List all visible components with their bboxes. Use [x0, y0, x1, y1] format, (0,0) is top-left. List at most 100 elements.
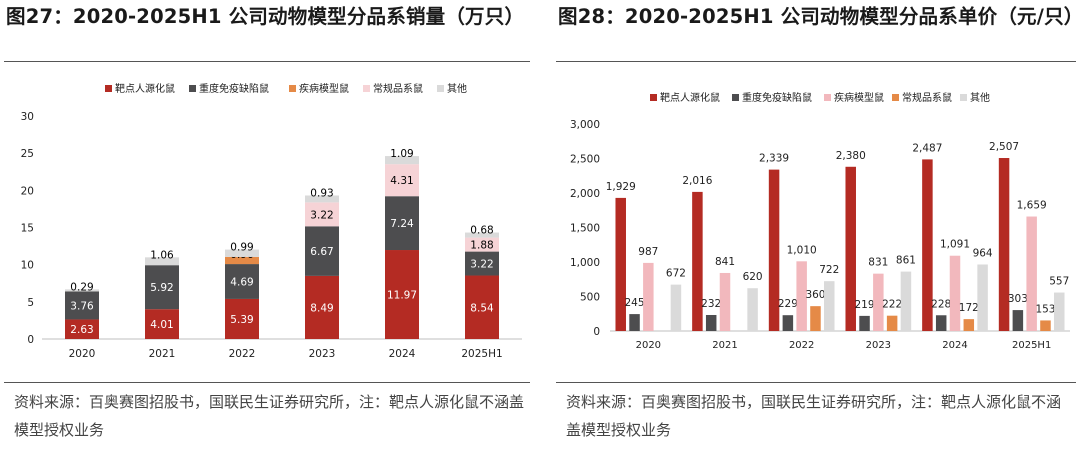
bar [629, 314, 640, 331]
x-tick-label: 2025H1 [461, 348, 502, 360]
legend-label: 常规品系鼠 [373, 82, 423, 95]
bar [886, 315, 898, 331]
bar-segment [225, 298, 259, 339]
data-label: 0.29 [70, 281, 93, 293]
legend-swatch [189, 85, 196, 92]
data-label: 1,929 [606, 181, 636, 193]
y-tick-label: 0 [27, 334, 34, 346]
data-label: 228 [931, 298, 951, 310]
chart-title: 图27：2020-2025H1 公司动物模型分品系销量（万只） [6, 5, 525, 28]
x-tick-label: 2023 [866, 340, 891, 351]
bar [796, 261, 807, 331]
bar-segment [465, 275, 499, 339]
x-tick-label: 2023 [309, 348, 336, 360]
bar-segment [465, 237, 499, 252]
data-label: 2,380 [836, 150, 866, 162]
data-label: 4.31 [390, 175, 413, 187]
data-label: 222 [882, 299, 902, 311]
bar [747, 288, 758, 331]
bar-segment [465, 251, 499, 276]
x-tick-label: 2022 [229, 348, 256, 360]
legend-label: 靶点人源化鼠 [115, 82, 175, 95]
data-label: 964 [973, 247, 993, 259]
stacked-bar-chart: 靶点人源化鼠 重度免疫缺陷鼠 疾病模型鼠 常规品系鼠 其他 0 5 10 15 20 25 30 2.6… [21, 82, 522, 360]
bar [935, 315, 947, 331]
x-tick-label: 2021 [149, 348, 176, 360]
data-label: 303 [1008, 293, 1028, 305]
data-label: 153 [1035, 303, 1055, 315]
data-label: 4.01 [150, 319, 173, 331]
legend-swatch [960, 94, 967, 101]
y-tick-label: 25 [21, 148, 34, 160]
bar [998, 158, 1010, 331]
data-label: 0.68 [470, 225, 493, 237]
data-label: 219 [855, 299, 875, 311]
data-label: 11.97 [387, 290, 417, 302]
data-label: 2,487 [912, 142, 942, 154]
bar [824, 281, 835, 331]
data-label: 831 [868, 257, 888, 269]
y-tick-label: 20 [21, 185, 34, 197]
bar-segment [305, 195, 339, 203]
bar [719, 272, 731, 331]
data-label: 722 [819, 264, 839, 276]
data-label: 2,507 [989, 141, 1019, 153]
y-tick-label: 3,000 [570, 119, 600, 131]
bar-segment [305, 226, 339, 276]
data-label: 245 [625, 297, 645, 309]
data-label: 987 [638, 246, 658, 258]
data-label: 229 [778, 298, 798, 310]
bar-segment [145, 265, 179, 310]
data-label: 672 [666, 268, 686, 280]
data-label: 2.63 [70, 324, 93, 336]
y-tick-label: 500 [580, 292, 600, 304]
x-tick-label: 2024 [942, 340, 967, 351]
data-label: 5.39 [230, 314, 253, 326]
x-tick-label: 2022 [789, 340, 814, 351]
y-tick-label: 2,000 [570, 188, 600, 200]
chart-panel-sales-volume: 图27：2020-2025H1 公司动物模型分品系销量（万只） 靶点人源化鼠 重度… [0, 0, 534, 454]
y-tick-label: 5 [27, 297, 34, 309]
source-note: 资料来源：百奥赛图招股书，国联民生证券研究所，注：靶点人源化鼠不涵盖模型授权业务 [566, 393, 1062, 439]
legend-swatch [732, 94, 739, 101]
source-divider [556, 382, 1076, 383]
data-label: 1,091 [940, 239, 970, 251]
source-note: 资料来源：百奥赛图招股书，国联民生证券研究所，注：靶点人源化鼠不涵盖模型授权业务 [14, 393, 525, 439]
bar [1054, 292, 1065, 331]
legend-label: 其他 [970, 91, 990, 104]
y-tick-label: 1,000 [570, 257, 600, 269]
x-tick-label: 2025H1 [1012, 340, 1051, 351]
legend-swatch [824, 94, 831, 101]
legend-swatch [650, 94, 657, 101]
grouped-bar-chart: 靶点人源化鼠 重度免疫缺陷鼠 疾病模型鼠 常规品系鼠 其他 0 500 1,000 1,500 2… [570, 91, 1070, 351]
legend-swatch [289, 85, 296, 92]
bar [977, 264, 988, 331]
title-divider [556, 61, 1076, 62]
bar-segment [225, 264, 259, 299]
y-tick-label: 0 [593, 326, 600, 338]
legend-swatch [437, 85, 444, 92]
bar [859, 315, 870, 331]
bar [768, 169, 780, 331]
bar [845, 166, 856, 331]
bar-segment [385, 250, 419, 339]
y-tick-label: 15 [21, 223, 34, 235]
bar-segment [385, 164, 419, 197]
data-label: 1.88 [470, 240, 493, 252]
data-label: 1,010 [787, 244, 817, 256]
source-divider [4, 382, 530, 383]
data-label: 7.24 [390, 218, 414, 230]
bar [963, 319, 975, 331]
bar [1026, 216, 1037, 331]
legend-swatch [363, 85, 370, 92]
bar [900, 271, 912, 331]
legend-label: 疾病模型鼠 [299, 82, 349, 95]
bar-segment [65, 291, 99, 320]
bar [643, 262, 654, 331]
legend-swatch [892, 94, 899, 101]
bar-segment [65, 319, 99, 339]
bar [670, 284, 682, 331]
bar-segment [225, 249, 259, 257]
legend-label: 常规品系鼠 [902, 91, 952, 104]
legend-label: 其他 [447, 82, 467, 95]
